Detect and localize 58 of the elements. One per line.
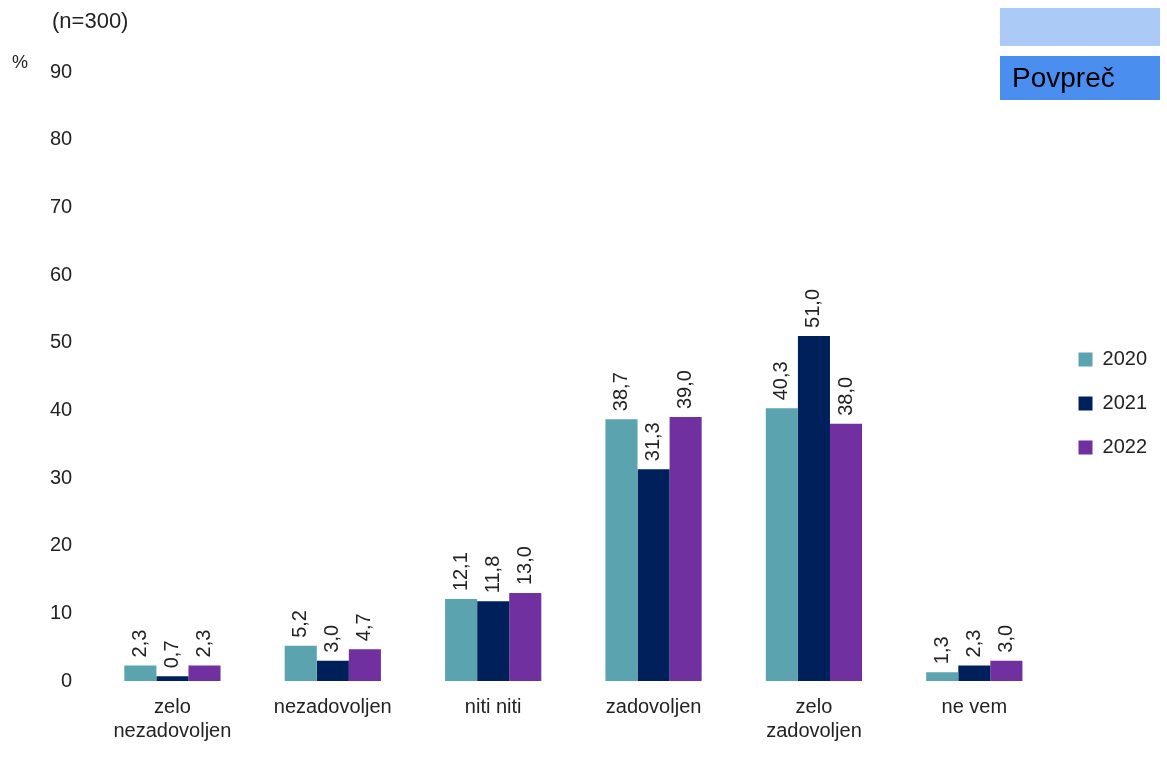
data-label: 5,2: [288, 610, 311, 638]
bar: [477, 601, 510, 681]
bar: [316, 660, 349, 681]
bar: [669, 417, 702, 681]
y-tick-label: 10: [50, 600, 73, 623]
bar: [188, 665, 221, 681]
y-tick-label: 50: [50, 330, 73, 353]
bar: [765, 408, 798, 681]
bar: [990, 660, 1023, 681]
data-label: 4,7: [352, 613, 375, 642]
bar: [445, 599, 478, 681]
bar: [829, 423, 863, 681]
y-tick-label: 90: [50, 59, 73, 82]
x-tick-label: zelo nezadovoljen: [113, 694, 232, 741]
y-tick-label: 80: [50, 127, 73, 150]
data-label: 11,8: [480, 555, 503, 594]
y-tick-label: 60: [50, 262, 73, 285]
bar: [637, 469, 670, 681]
data-label: 1,3: [929, 636, 952, 665]
chart-subtitle: (n=300): [52, 8, 129, 34]
bar: [509, 593, 542, 681]
y-tick-label: 40: [50, 397, 73, 420]
bar: [797, 335, 830, 681]
y-tick-label: 20: [50, 533, 73, 556]
data-label: 40,3: [769, 361, 792, 401]
data-label: 38,7: [609, 372, 632, 412]
data-label: 2,3: [192, 629, 215, 658]
data-label: 51,0: [801, 288, 824, 328]
bar: [284, 645, 317, 681]
bar: [156, 676, 189, 681]
legend-label: 2020: [1102, 347, 1148, 370]
bar: [348, 649, 381, 681]
bar: [958, 665, 991, 681]
bar: [926, 672, 959, 681]
bar: [124, 665, 157, 681]
legend-label: 2022: [1102, 435, 1148, 458]
y-axis-title: %: [12, 52, 29, 73]
data-label: 2,3: [127, 629, 150, 658]
x-tick-label: zadovoljen: [605, 694, 702, 717]
data-label: 0,7: [159, 640, 182, 669]
x-tick-label: nezadovoljen: [273, 694, 392, 717]
data-label: 3,0: [320, 624, 343, 653]
data-label: 38,0: [833, 376, 856, 416]
legend-label: 2021: [1102, 391, 1148, 414]
data-label: 13,0: [512, 546, 535, 586]
y-tick-label: 70: [50, 194, 73, 217]
data-label: 12,1: [448, 552, 471, 592]
annotation: Povpreč: [1000, 56, 1160, 100]
y-tick-label: 30: [50, 465, 73, 488]
x-tick-label: zelo zadovoljen: [766, 694, 862, 741]
data-label: 39,0: [673, 370, 696, 410]
data-label: 31,3: [641, 422, 664, 462]
data-label: 2,3: [961, 629, 984, 658]
x-tick-label: niti niti: [464, 694, 522, 717]
x-tick-label: ne vem: [941, 694, 1008, 717]
bar: [605, 419, 638, 681]
data-label: 3,0: [993, 624, 1016, 653]
y-tick-label: 0: [61, 668, 73, 691]
